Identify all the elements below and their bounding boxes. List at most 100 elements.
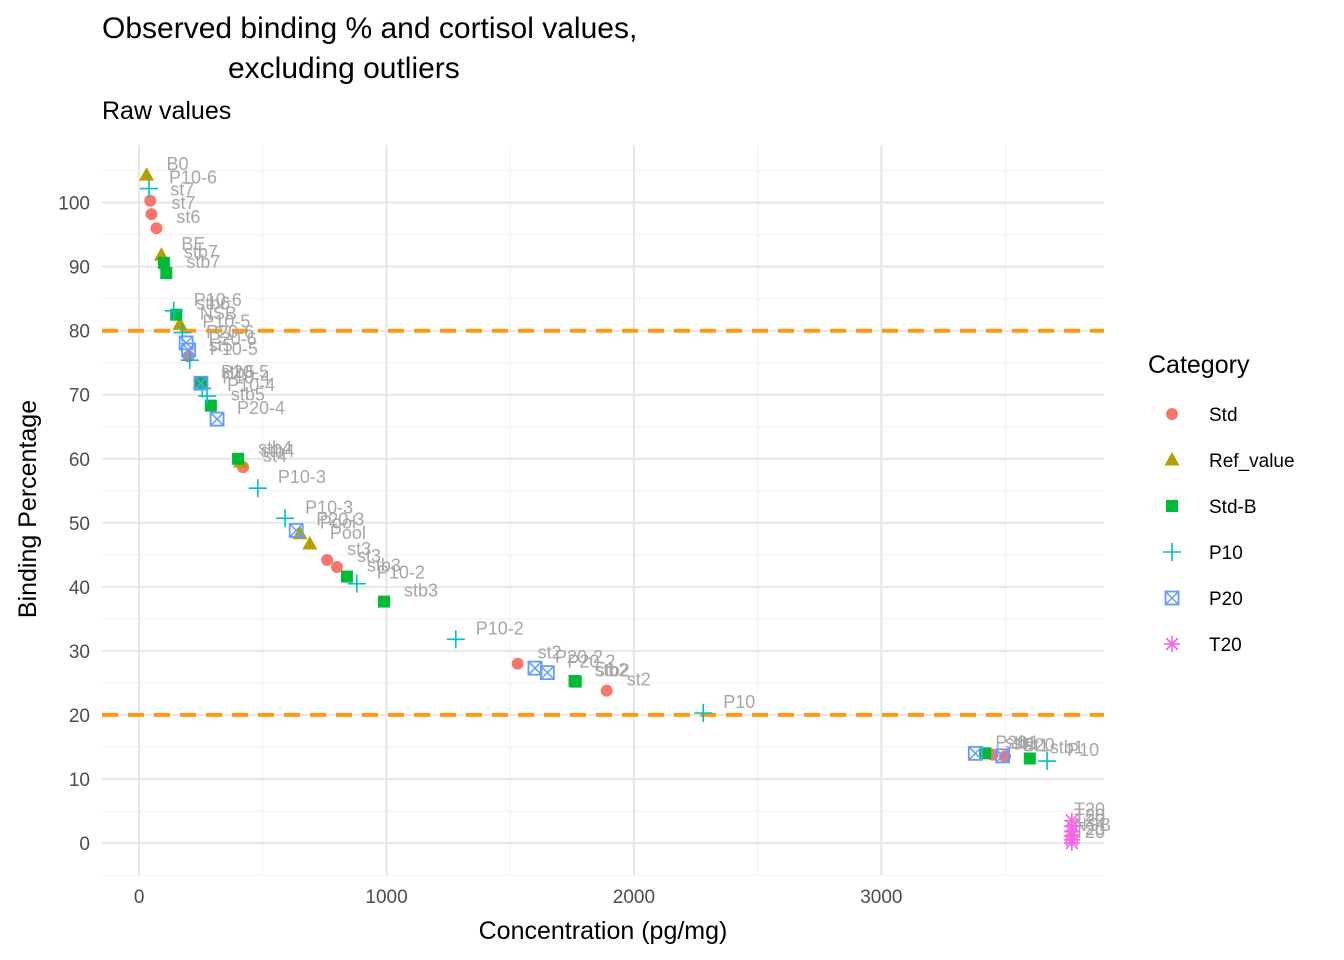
legend-label: P10 bbox=[1209, 543, 1243, 564]
point-label: P20-5 bbox=[221, 362, 269, 382]
data-point-p10 bbox=[248, 479, 267, 498]
y-tick-label: 30 bbox=[69, 642, 90, 663]
point-label: P20-2 bbox=[567, 652, 615, 672]
point-label: T20 bbox=[1074, 800, 1105, 820]
legend-key-ref-value bbox=[1164, 452, 1180, 466]
point-label: P20 bbox=[1023, 735, 1055, 755]
reference-lines bbox=[102, 328, 1104, 717]
point-label: P20-2 bbox=[555, 647, 603, 667]
data-point-p10 bbox=[1038, 752, 1057, 771]
y-axis-title: Binding Percentage bbox=[14, 400, 42, 618]
point-label: P10-6 bbox=[169, 168, 217, 188]
data-point-p20 bbox=[193, 375, 209, 391]
point-label: st6 bbox=[176, 207, 200, 227]
point-label: P20-3 bbox=[316, 509, 364, 529]
grid bbox=[102, 145, 1104, 876]
data-point-p10 bbox=[446, 630, 465, 649]
y-tick-label: 50 bbox=[69, 514, 90, 535]
data-point-p20 bbox=[181, 342, 196, 358]
data-point-std bbox=[511, 657, 524, 670]
point-label: P10-4 bbox=[227, 375, 275, 395]
data-point-p10 bbox=[347, 574, 366, 593]
y-tick-label: 100 bbox=[58, 194, 90, 215]
data-point-std-b bbox=[160, 267, 173, 280]
point-label: st1 bbox=[1025, 736, 1049, 756]
legend-key-t20 bbox=[1164, 636, 1180, 652]
data-point-p20 bbox=[539, 665, 555, 681]
data-point-ref-value bbox=[302, 535, 318, 550]
data-point-std-b bbox=[340, 570, 353, 583]
data-point-ref-value bbox=[172, 316, 188, 330]
x-axis-title: Concentration (pg/mg) bbox=[479, 917, 728, 945]
chart-subtitle: Raw values bbox=[102, 97, 231, 125]
point-label: P20-4 bbox=[237, 398, 285, 418]
point-label: NSB bbox=[1074, 815, 1111, 835]
point-label: stb3 bbox=[367, 556, 401, 576]
point-label: st5 bbox=[209, 335, 233, 355]
point-label: P10 bbox=[1067, 740, 1099, 760]
point-label: P10-2 bbox=[476, 618, 524, 638]
x-tick-label: 1000 bbox=[365, 887, 407, 908]
y-tick-label: 80 bbox=[69, 322, 90, 343]
chart-title-line2: excluding outliers bbox=[228, 52, 460, 85]
point-label: stb2 bbox=[595, 660, 629, 680]
data-point-std bbox=[321, 553, 334, 566]
data-point-p20 bbox=[209, 411, 225, 427]
point-label: T20 bbox=[1074, 805, 1105, 825]
point-label: stb7 bbox=[184, 242, 218, 262]
legend-key-std bbox=[1166, 408, 1178, 420]
legend-key-p20 bbox=[1164, 590, 1180, 606]
x-tick-label: 0 bbox=[134, 887, 145, 908]
point-labels: st7st7st6st5st4st3st3st2st2st1st1B0BENSB… bbox=[167, 154, 1111, 842]
point-label: P10 bbox=[723, 692, 755, 712]
point-label: T20 bbox=[1074, 819, 1105, 839]
data-point-p20 bbox=[288, 523, 304, 538]
data-point-std bbox=[600, 684, 613, 697]
data-point-t20 bbox=[1063, 834, 1080, 851]
point-label: stb5 bbox=[231, 385, 265, 405]
data-point-p10 bbox=[180, 351, 199, 370]
chart-title-line1: Observed binding % and cortisol values, bbox=[102, 12, 637, 45]
point-label: stb2 bbox=[596, 661, 630, 681]
point-label: stb4 bbox=[261, 441, 295, 461]
data-point-std-b bbox=[232, 452, 245, 465]
data-point-std-b bbox=[157, 256, 170, 269]
point-label: stb7 bbox=[186, 252, 220, 272]
data-point-std bbox=[999, 750, 1012, 763]
point-label: stb5 bbox=[221, 362, 255, 382]
data-point-ref-value bbox=[292, 525, 308, 540]
point-label: st7 bbox=[170, 180, 194, 200]
y-tick-label: 10 bbox=[69, 770, 90, 791]
point-label: BE bbox=[181, 234, 205, 254]
data-point-std bbox=[150, 222, 163, 235]
point-label: st3 bbox=[347, 539, 371, 559]
point-label: P10-5 bbox=[202, 312, 250, 332]
data-point-ref-value bbox=[139, 167, 155, 181]
legend-label: Std bbox=[1209, 405, 1238, 426]
y-tick-label: 60 bbox=[69, 450, 90, 471]
point-label: P10-4 bbox=[222, 367, 270, 387]
data-point-p10 bbox=[276, 509, 295, 528]
y-tick-label: 20 bbox=[69, 706, 90, 727]
x-tick-label: 3000 bbox=[860, 887, 902, 908]
legend-title: Category bbox=[1148, 351, 1250, 379]
x-tick-label: 2000 bbox=[613, 887, 655, 908]
data-point-std-b bbox=[1023, 752, 1036, 765]
data-point-p10 bbox=[140, 179, 159, 198]
legend-key-p10 bbox=[1163, 543, 1181, 561]
point-label: P10-2 bbox=[377, 563, 425, 583]
point-label: st7 bbox=[171, 193, 195, 213]
point-label: NSB bbox=[200, 303, 237, 323]
point-label: T20 bbox=[1074, 810, 1105, 830]
legend: Category Std Ref_value Std-B P10 P20 T20 bbox=[1148, 351, 1295, 656]
point-label: stb3 bbox=[404, 581, 438, 601]
point-label: B0 bbox=[167, 154, 189, 174]
y-tick-label: 90 bbox=[69, 258, 90, 279]
data-point-p10 bbox=[694, 703, 713, 722]
data-point-p20 bbox=[995, 748, 1010, 764]
point-label: Pool bbox=[320, 513, 356, 533]
data-point-p20 bbox=[967, 745, 983, 761]
point-label: stb6 bbox=[196, 294, 230, 314]
